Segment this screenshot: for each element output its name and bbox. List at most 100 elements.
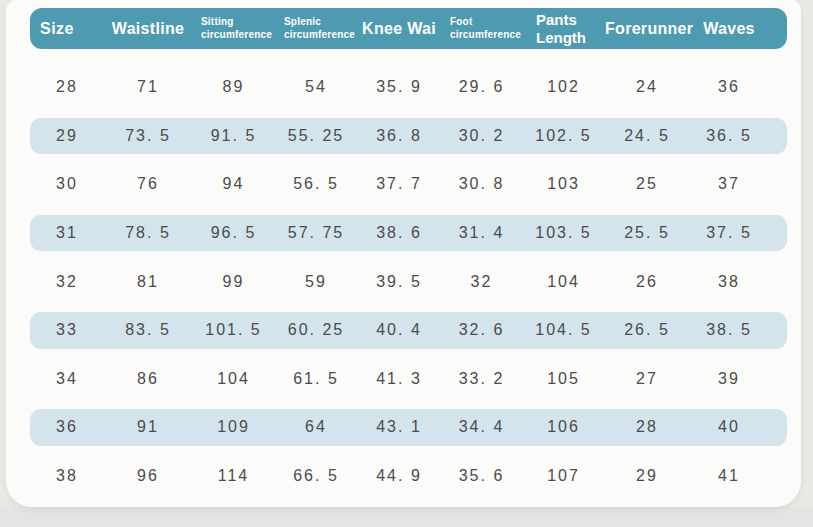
table-row: 2973. 591. 555. 2536. 830. 2102. 524. 53…	[30, 112, 787, 161]
cell: 71	[104, 78, 192, 96]
cell: 99	[192, 273, 275, 291]
cell: 103	[522, 175, 605, 193]
cell: 41. 3	[357, 370, 441, 388]
cell: 105	[522, 370, 605, 388]
cell: 30	[30, 175, 104, 193]
cell: 32	[441, 273, 522, 291]
column-header-size: Size	[30, 20, 104, 38]
table-row: 348610461. 541. 333. 21052739	[30, 355, 787, 404]
table-row: 2871895435. 929. 61022436	[30, 63, 787, 112]
table-header-bar: SizeWaistlineSitting circumferenceSpleni…	[30, 8, 787, 49]
cell: 38. 5	[689, 321, 787, 339]
column-header-foot-circumference: Foot circumference	[441, 16, 522, 41]
cell: 106	[522, 418, 605, 436]
cell: 94	[192, 175, 275, 193]
cell: 60. 25	[275, 321, 357, 339]
table-row: 3383. 5101. 560. 2540. 432. 6104. 526. 5…	[30, 306, 787, 355]
cell: 30. 2	[441, 127, 522, 145]
cell: 33. 2	[441, 370, 522, 388]
cell: 40	[689, 418, 787, 436]
cell: 37. 7	[357, 175, 441, 193]
column-header-knee-wai: Knee Wai	[357, 20, 441, 38]
cell: 32	[30, 273, 104, 291]
cell: 30. 8	[441, 175, 522, 193]
column-header-waves: Waves	[689, 20, 787, 38]
cell: 101. 5	[192, 321, 275, 339]
table-body: 2871895435. 929. 610224362973. 591. 555.…	[30, 63, 787, 500]
cell: 34. 4	[441, 418, 522, 436]
cell: 102	[522, 78, 605, 96]
cell: 29	[605, 467, 689, 485]
cell: 25	[605, 175, 689, 193]
cell: 38	[689, 273, 787, 291]
table-row: 30769456. 537. 730. 81032537	[30, 160, 787, 209]
table-row: 36911096443. 134. 41062840	[30, 403, 787, 452]
cell: 31. 4	[441, 224, 522, 242]
cell: 29	[30, 127, 104, 145]
column-header-pants-length: Pants Length	[522, 11, 605, 46]
cell: 26	[605, 273, 689, 291]
page-background: SizeWaistlineSitting circumferenceSpleni…	[0, 0, 813, 527]
column-header-forerunner: Forerunner	[605, 20, 689, 38]
cell: 103. 5	[522, 224, 605, 242]
cell: 28	[30, 78, 104, 96]
cell: 27	[605, 370, 689, 388]
cell: 109	[192, 418, 275, 436]
cell: 40. 4	[357, 321, 441, 339]
cell: 43. 1	[357, 418, 441, 436]
cell: 35. 9	[357, 78, 441, 96]
cell: 56. 5	[275, 175, 357, 193]
cell: 91. 5	[192, 127, 275, 145]
cell: 38	[30, 467, 104, 485]
cell: 91	[104, 418, 192, 436]
cell: 83. 5	[104, 321, 192, 339]
cell: 34	[30, 370, 104, 388]
cell: 73. 5	[104, 127, 192, 145]
cell: 104	[192, 370, 275, 388]
cell: 37	[689, 175, 787, 193]
cell: 104	[522, 273, 605, 291]
cell: 81	[104, 273, 192, 291]
cell: 44. 9	[357, 467, 441, 485]
cell: 39. 5	[357, 273, 441, 291]
column-header-waistline: Waistline	[104, 20, 192, 38]
cell: 102. 5	[522, 127, 605, 145]
cell: 38. 6	[357, 224, 441, 242]
cell: 29. 6	[441, 78, 522, 96]
cell: 104. 5	[522, 321, 605, 339]
cell: 59	[275, 273, 357, 291]
cell: 96	[104, 467, 192, 485]
cell: 36	[689, 78, 787, 96]
cell: 41	[689, 467, 787, 485]
cell: 28	[605, 418, 689, 436]
cell: 33	[30, 321, 104, 339]
column-header-sitting-circumference: Sitting circumference	[192, 16, 275, 41]
column-header-splenic-circumference: Splenic circumference	[275, 16, 357, 41]
table-row: 3281995939. 5321042638	[30, 257, 787, 306]
cell: 76	[104, 175, 192, 193]
cell: 26. 5	[605, 321, 689, 339]
cell: 55. 25	[275, 127, 357, 145]
cell: 39	[689, 370, 787, 388]
cell: 54	[275, 78, 357, 96]
cell: 64	[275, 418, 357, 436]
cell: 36. 8	[357, 127, 441, 145]
cell: 89	[192, 78, 275, 96]
cell: 86	[104, 370, 192, 388]
cell: 57. 75	[275, 224, 357, 242]
page-bottom-band	[0, 507, 813, 527]
cell: 36. 5	[689, 127, 787, 145]
table-row: 3178. 596. 557. 7538. 631. 4103. 525. 53…	[30, 209, 787, 258]
cell: 66. 5	[275, 467, 357, 485]
cell: 25. 5	[605, 224, 689, 242]
cell: 35. 6	[441, 467, 522, 485]
cell: 24	[605, 78, 689, 96]
cell: 61. 5	[275, 370, 357, 388]
cell: 36	[30, 418, 104, 436]
cell: 32. 6	[441, 321, 522, 339]
cell: 31	[30, 224, 104, 242]
table-row: 389611466. 544. 935. 61072941	[30, 452, 787, 501]
cell: 107	[522, 467, 605, 485]
cell: 37. 5	[689, 224, 787, 242]
cell: 24. 5	[605, 127, 689, 145]
